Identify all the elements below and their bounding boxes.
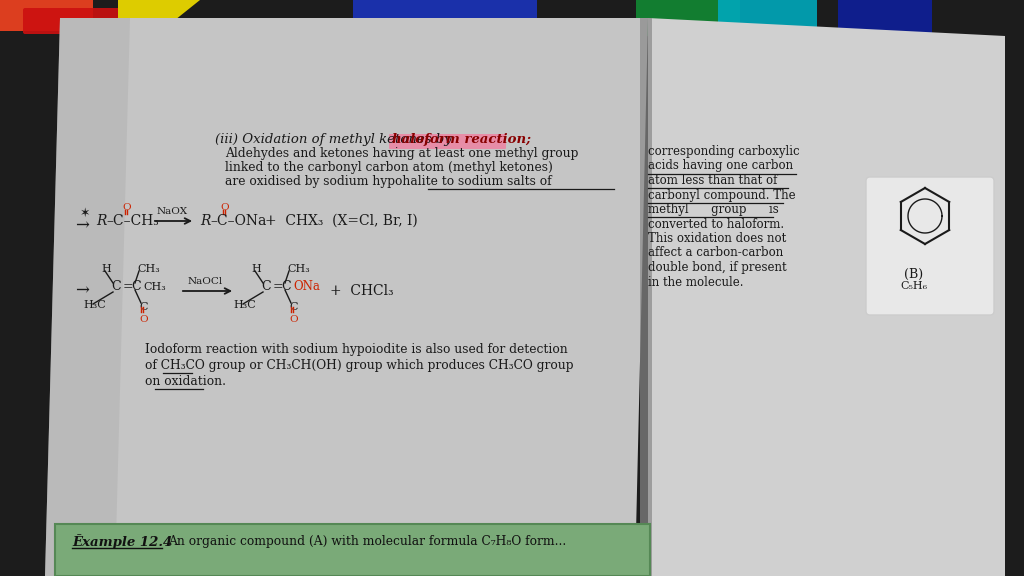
Text: C: C: [281, 281, 291, 294]
Text: C₅H₆: C₅H₆: [900, 281, 927, 291]
Text: H₃C: H₃C: [233, 300, 256, 310]
Text: →: →: [75, 218, 89, 234]
FancyBboxPatch shape: [23, 8, 122, 34]
Text: R: R: [96, 214, 106, 228]
Text: =: =: [123, 281, 133, 294]
Text: in the molecule.: in the molecule.: [648, 275, 743, 289]
Text: H: H: [101, 264, 111, 274]
Text: Ēxample 12.4: Ēxample 12.4: [72, 535, 172, 550]
Text: double bond, if present: double bond, if present: [648, 261, 786, 274]
Text: O: O: [220, 203, 228, 211]
Text: CH₃: CH₃: [137, 264, 160, 274]
Text: carbonyl compound. The: carbonyl compound. The: [648, 188, 796, 202]
Text: NaOX: NaOX: [157, 207, 188, 217]
FancyBboxPatch shape: [718, 0, 817, 39]
Text: (iii) Oxidation of methyl ketones by: (iii) Oxidation of methyl ketones by: [215, 133, 456, 146]
Text: C: C: [131, 281, 140, 294]
Text: (B): (B): [904, 267, 923, 281]
Bar: [640, 18, 652, 576]
Text: linked to the carbonyl carbon atom (methyl ketones): linked to the carbonyl carbon atom (meth…: [225, 161, 553, 174]
Text: C: C: [289, 302, 298, 312]
Text: O: O: [122, 203, 131, 211]
Text: NaOCl: NaOCl: [188, 278, 223, 286]
Text: haloform reaction;: haloform reaction;: [392, 133, 531, 146]
Text: This oxidation does not: This oxidation does not: [648, 232, 786, 245]
Text: CH₃: CH₃: [143, 282, 166, 292]
Polygon shape: [45, 18, 130, 576]
Text: An organic compound (A) with molecular formula C₇H₈O form...: An organic compound (A) with molecular f…: [168, 536, 566, 548]
Polygon shape: [118, 0, 200, 28]
Text: C: C: [139, 302, 147, 312]
Polygon shape: [648, 18, 1005, 576]
FancyBboxPatch shape: [636, 0, 740, 36]
Text: ✶: ✶: [80, 207, 90, 219]
FancyBboxPatch shape: [0, 0, 93, 31]
Text: converted to haloform.: converted to haloform.: [648, 218, 784, 230]
Text: ONa: ONa: [293, 281, 319, 294]
FancyBboxPatch shape: [866, 177, 994, 315]
Text: –C–CH₃: –C–CH₃: [106, 214, 159, 228]
Text: =: =: [273, 281, 284, 294]
Text: corresponding carboxylic: corresponding carboxylic: [648, 145, 800, 158]
Text: affect a carbon-carbon: affect a carbon-carbon: [648, 247, 783, 260]
FancyBboxPatch shape: [55, 524, 650, 576]
Text: CH₃: CH₃: [287, 264, 309, 274]
Text: O: O: [139, 314, 147, 324]
Text: H: H: [251, 264, 261, 274]
Text: C: C: [261, 281, 270, 294]
Text: →: →: [75, 282, 89, 300]
Text: +  CHCl₃: + CHCl₃: [330, 284, 393, 298]
Text: Aldehydes and ketones having at least one methyl group: Aldehydes and ketones having at least on…: [225, 147, 579, 160]
Text: C: C: [111, 281, 121, 294]
Text: –C–ONa: –C–ONa: [210, 214, 266, 228]
Text: R: R: [200, 214, 211, 228]
Text: are oxidised by sodium hypohalite to sodium salts of: are oxidised by sodium hypohalite to sod…: [225, 175, 552, 188]
Text: methyl      group      is: methyl group is: [648, 203, 778, 216]
Text: of CH₃CO group or CH₃CH(OH) group which produces CH₃CO group: of CH₃CO group or CH₃CH(OH) group which …: [145, 359, 573, 372]
Text: H₃C: H₃C: [83, 300, 105, 310]
FancyBboxPatch shape: [389, 134, 506, 149]
Text: acids having one carbon: acids having one carbon: [648, 160, 794, 172]
FancyBboxPatch shape: [353, 0, 537, 32]
Text: O: O: [289, 314, 298, 324]
FancyBboxPatch shape: [838, 0, 932, 38]
Text: +  CHX₃  (X=Cl, Br, I): + CHX₃ (X=Cl, Br, I): [265, 214, 418, 228]
Text: Iodoform reaction with sodium hypoiodite is also used for detection: Iodoform reaction with sodium hypoiodite…: [145, 343, 567, 356]
Text: atom less than that of: atom less than that of: [648, 174, 777, 187]
Text: on oxidation.: on oxidation.: [145, 375, 226, 388]
Polygon shape: [45, 18, 648, 576]
